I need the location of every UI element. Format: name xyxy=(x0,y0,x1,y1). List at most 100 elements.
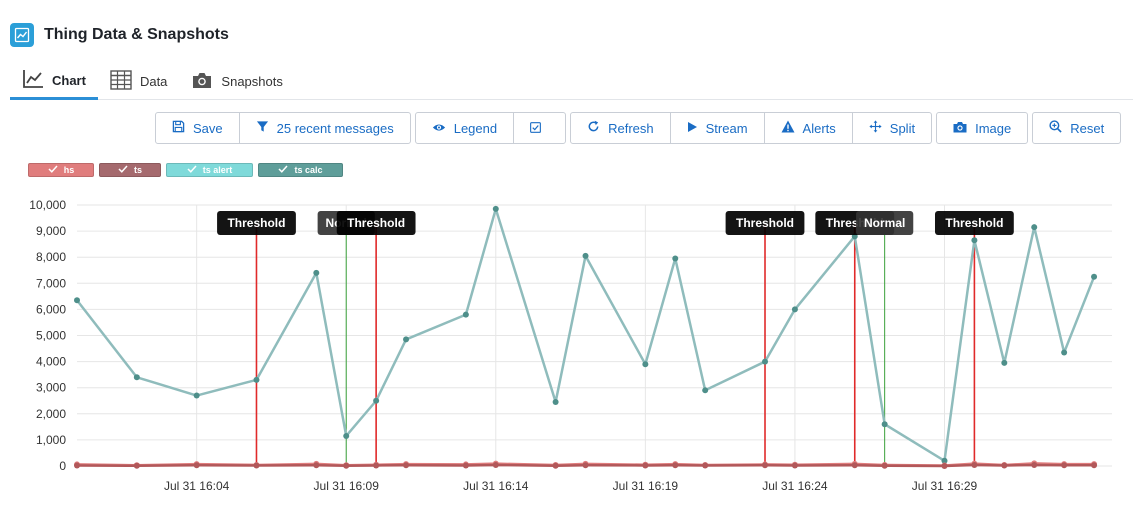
move-arrows-icon xyxy=(869,120,890,136)
data-point xyxy=(791,462,798,469)
warning-icon xyxy=(781,120,803,136)
data-point xyxy=(133,374,140,381)
reset-label: Reset xyxy=(1070,120,1105,136)
data-point xyxy=(642,361,649,368)
check-icon xyxy=(278,165,294,175)
split-button[interactable]: Split xyxy=(853,113,931,143)
toolbar-group-reset: Reset xyxy=(1032,112,1122,144)
check-icon xyxy=(187,165,203,175)
data-point xyxy=(343,432,350,439)
table-icon xyxy=(110,69,140,93)
data-point xyxy=(193,392,200,399)
camera-icon xyxy=(191,70,221,93)
legend-chip-ts-calc[interactable]: ts calc xyxy=(258,163,343,177)
data-point xyxy=(343,462,350,469)
tab-data-label: Data xyxy=(139,73,168,89)
series-line xyxy=(76,207,1096,463)
legend-chip-hs[interactable]: hs xyxy=(28,163,94,177)
annotation-label: Threshold xyxy=(945,216,1003,230)
image-button[interactable]: Image xyxy=(937,113,1027,143)
data-point xyxy=(582,462,589,469)
recent-messages-button[interactable]: 25 recent messages xyxy=(240,113,410,143)
check-icon xyxy=(118,165,134,175)
data-point xyxy=(74,297,80,304)
data-point xyxy=(1001,359,1008,366)
chart-icon xyxy=(22,69,52,92)
save-button[interactable]: Save xyxy=(156,113,240,143)
y-tick-label: 10,000 xyxy=(29,198,66,212)
data-point xyxy=(1001,462,1008,469)
stream-button[interactable]: Stream xyxy=(671,113,765,143)
toolbar-group-image: Image xyxy=(936,112,1029,144)
toolbar-group-data: Save 25 recent messages xyxy=(155,112,411,144)
data-point xyxy=(253,376,260,383)
annotation-badge xyxy=(856,211,914,235)
x-tick-label: Jul 31 16:14 xyxy=(463,479,529,493)
split-label: Split xyxy=(889,120,916,136)
legend-toggle-checkbox[interactable] xyxy=(514,113,565,143)
tab-chart[interactable]: Chart xyxy=(10,64,98,100)
y-tick-label: 9,000 xyxy=(36,224,66,238)
page-title: Thing Data & Snapshots xyxy=(44,26,229,43)
legend-chip-ts-alert[interactable]: ts alert xyxy=(166,163,253,177)
x-tick-label: Jul 31 16:09 xyxy=(314,479,380,493)
data-point xyxy=(133,462,140,469)
data-point xyxy=(403,462,410,469)
image-label: Image xyxy=(975,120,1012,136)
y-tick-label: 3,000 xyxy=(36,381,66,395)
save-label: Save xyxy=(193,120,223,136)
annotation-badge xyxy=(725,211,805,235)
annotation-label: Threshold xyxy=(347,216,405,230)
reset-zoom-button[interactable]: Reset xyxy=(1033,113,1120,143)
legend-button[interactable]: Legend xyxy=(416,113,515,143)
refresh-button[interactable]: Refresh xyxy=(571,113,671,143)
line-chart[interactable]: 0 1,000 2,000 3,000 4,000 5,000 6,000 7,000 8,00… xyxy=(0,190,1141,510)
tab-snapshots[interactable]: Snapshots xyxy=(179,64,294,98)
data-point xyxy=(253,462,260,469)
legend-chip-label: hs xyxy=(63,165,75,175)
data-point xyxy=(881,462,888,469)
data-point xyxy=(881,421,888,428)
data-point xyxy=(492,461,499,468)
data-point xyxy=(74,462,80,469)
x-tick-label: Jul 31 16:04 xyxy=(164,479,230,493)
data-point xyxy=(851,462,858,469)
page-header: Thing Data & Snapshots xyxy=(10,22,229,48)
data-point xyxy=(1091,462,1098,469)
annotation-label: Normal xyxy=(864,216,905,230)
x-tick-label: Jul 31 16:24 xyxy=(762,479,828,493)
data-point xyxy=(492,205,499,212)
toolbar-group-actions: Refresh Stream Alerts Split xyxy=(570,112,933,144)
data-point xyxy=(193,462,200,469)
data-point xyxy=(762,462,769,469)
x-tick-label: Jul 31 16:19 xyxy=(613,479,679,493)
check-icon xyxy=(48,165,64,175)
legend-chip-ts[interactable]: ts xyxy=(99,163,161,177)
refresh-label: Refresh xyxy=(608,120,654,136)
annotation-label: Threshold xyxy=(227,216,285,230)
play-icon xyxy=(687,121,706,136)
y-tick-label: 5,000 xyxy=(36,329,66,343)
data-point xyxy=(1031,461,1038,468)
y-tick-label: 8,000 xyxy=(36,250,66,264)
data-point xyxy=(672,462,679,469)
annotation-badge xyxy=(217,211,296,235)
y-tick-label: 7,000 xyxy=(36,276,66,290)
x-tick-label: Jul 31 16:29 xyxy=(912,479,978,493)
tab-data[interactable]: Data xyxy=(98,64,179,98)
tab-chart-label: Chart xyxy=(52,73,86,88)
data-point xyxy=(552,462,559,469)
y-tick-label: 6,000 xyxy=(36,302,66,316)
data-point xyxy=(1061,462,1068,469)
annotation-label: Threshold xyxy=(736,216,794,230)
eye-icon xyxy=(432,121,454,136)
data-point xyxy=(373,397,380,404)
toolbar-group-legend: Legend xyxy=(414,112,567,144)
view-tabs: Chart Data Snapshots xyxy=(10,64,1133,100)
annotation-badge xyxy=(336,211,416,235)
legend-label: Legend xyxy=(453,120,498,136)
data-point xyxy=(1061,349,1068,356)
data-point xyxy=(941,463,948,469)
checkbox-icon xyxy=(530,121,549,136)
alerts-button[interactable]: Alerts xyxy=(765,113,853,143)
